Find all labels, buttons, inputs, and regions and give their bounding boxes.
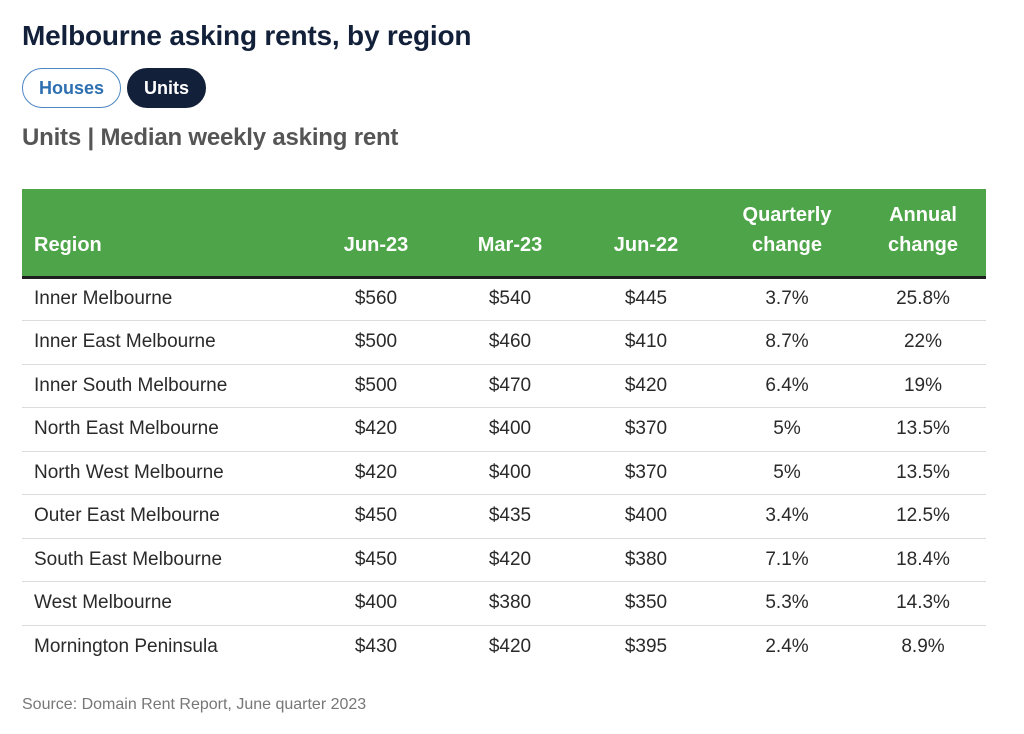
cell-jun-23: $420 (310, 407, 442, 452)
cell-mar-23: $400 (442, 451, 578, 495)
cell-jun-23: $450 (310, 538, 442, 582)
cell-jun-22: $410 (578, 320, 714, 365)
cell-jun-22: $445 (578, 277, 714, 321)
cell-mar-23: $380 (442, 581, 578, 626)
cell-annual-change: 25.8% (860, 277, 986, 321)
table-row: Inner South Melbourne $500 $470 $420 6.4% 19% (22, 364, 986, 408)
cell-jun-22: $420 (578, 364, 714, 408)
cell-jun-22: $400 (578, 494, 714, 539)
cell-quarterly-change: 5% (714, 407, 860, 452)
header-annual-change: Annual change (860, 189, 986, 279)
header-label-line: Annual (889, 203, 957, 226)
table-body: Inner Melbourne $560 $540 $445 3.7% 25.8% Inne… (22, 277, 986, 669)
table-row: North West Melbourne $420 $400 $370 5% 13.5% (22, 451, 986, 495)
table-row: Inner Melbourne $560 $540 $445 3.7% 25.8% (22, 277, 986, 321)
cell-jun-23: $500 (310, 364, 442, 408)
cell-mar-23: $400 (442, 407, 578, 452)
cell-mar-23: $435 (442, 494, 578, 539)
table-row: Outer East Melbourne $450 $435 $400 3.4% 12.5… (22, 494, 986, 539)
table-row: West Melbourne $400 $380 $350 5.3% 14.3% (22, 581, 986, 626)
cell-quarterly-change: 5.3% (714, 581, 860, 626)
page-title: Melbourne asking rents, by region (22, 20, 472, 51)
cell-jun-23: $500 (310, 320, 442, 365)
cell-region: North East Melbourne (22, 407, 310, 452)
header-label-line: change (887, 233, 959, 256)
rents-table: Region Jun-23 Mar-23 Jun-22 Quarterly change A… (22, 189, 986, 669)
cell-region: Inner East Melbourne (22, 320, 310, 365)
header-label-line: change (751, 233, 823, 256)
header-label-line: Jun-22 (613, 233, 679, 256)
cell-jun-22: $350 (578, 581, 714, 626)
cell-jun-22: $380 (578, 538, 714, 582)
units-toggle-button[interactable]: Units (127, 68, 207, 108)
cell-annual-change: 18.4% (860, 538, 986, 582)
table-subtitle: Units | Median weekly asking rent (22, 124, 399, 151)
header-mar-23: Mar-23 (442, 189, 578, 279)
header-label-line: Quarterly (742, 203, 832, 226)
cell-region: North West Melbourne (22, 451, 310, 495)
cell-jun-23: $450 (310, 494, 442, 539)
cell-region: Mornington Peninsula (34, 636, 218, 657)
cell-annual-change: 12.5% (860, 494, 986, 539)
cell-mar-23: $420 (488, 636, 532, 657)
cell-jun-22: $395 (624, 636, 668, 657)
cell-jun-23: $430 (354, 636, 398, 657)
houses-toggle-button[interactable]: Houses (22, 68, 122, 108)
source-note: Source: Domain Rent Report, June quarter… (22, 696, 367, 713)
cell-quarterly-change: 3.7% (714, 277, 860, 321)
header-label-line: Jun-23 (343, 233, 409, 256)
cell-quarterly-change: 2.4% (765, 636, 809, 657)
cell-quarterly-change: 8.7% (714, 320, 860, 365)
cell-jun-23: $420 (310, 451, 442, 495)
cell-jun-22: $370 (578, 407, 714, 452)
cell-quarterly-change: 6.4% (714, 364, 860, 408)
header-region: Region (22, 189, 310, 279)
header-quarterly-change: Quarterly change (714, 189, 860, 279)
cell-region: South East Melbourne (22, 538, 310, 582)
cell-jun-23: $560 (310, 277, 442, 321)
cell-region: Inner South Melbourne (22, 364, 310, 408)
table-row: Mornington Peninsula $430 $420 $395 2.4% 8.9% (22, 625, 986, 669)
cell-jun-22: $370 (578, 451, 714, 495)
header-label-line: Mar-23 (477, 233, 543, 256)
table-row: South East Melbourne $450 $420 $380 7.1% 18.4… (22, 538, 986, 582)
table-header-row: Region Jun-23 Mar-23 Jun-22 Quarterly change A… (22, 189, 986, 279)
cell-annual-change: 8.9% (901, 636, 945, 657)
cell-annual-change: 14.3% (860, 581, 986, 626)
header-jun-23: Jun-23 (310, 189, 442, 279)
cell-annual-change: 13.5% (860, 407, 986, 452)
cell-quarterly-change: 3.4% (714, 494, 860, 539)
cell-mar-23: $540 (442, 277, 578, 321)
cell-quarterly-change: 5% (714, 451, 860, 495)
cell-jun-23: $400 (310, 581, 442, 626)
cell-mar-23: $470 (442, 364, 578, 408)
cell-region: Outer East Melbourne (22, 494, 310, 539)
cell-quarterly-change: 7.1% (714, 538, 860, 582)
cell-region: West Melbourne (22, 581, 310, 626)
cell-region: Inner Melbourne (22, 277, 310, 321)
cell-mar-23: $460 (442, 320, 578, 365)
table-row: North East Melbourne $420 $400 $370 5% 13.5% (22, 407, 986, 452)
cell-annual-change: 22% (860, 320, 986, 365)
cell-mar-23: $420 (442, 538, 578, 582)
cell-annual-change: 13.5% (860, 451, 986, 495)
dwelling-type-toggle: Houses Units (22, 68, 207, 108)
header-label-line: Region (34, 233, 102, 256)
header-jun-22: Jun-22 (578, 189, 714, 279)
table-row: Inner East Melbourne $500 $460 $410 8.7% 22% (22, 320, 986, 365)
cell-annual-change: 19% (860, 364, 986, 408)
